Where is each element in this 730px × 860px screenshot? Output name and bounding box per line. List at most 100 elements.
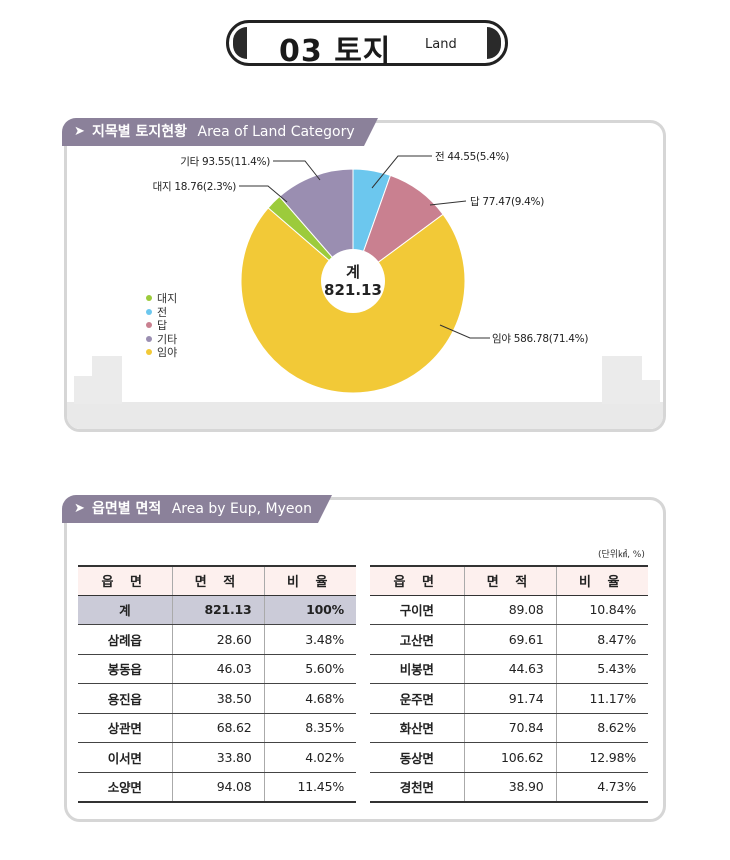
cell-ratio: 4.73%: [555, 772, 648, 803]
cell-area: 44.63: [463, 654, 556, 684]
header-area: 면 적: [463, 565, 556, 596]
table-row: 용진읍 38.50 4.68%: [78, 683, 356, 714]
cell-eupmyeon: 화산면: [370, 713, 464, 743]
table-header-row: 읍 면 면 적 비 율: [370, 565, 648, 596]
legend-label: 대지: [157, 292, 178, 305]
cell-ratio: 4.02%: [263, 742, 356, 773]
cell-eupmyeon: 봉동읍: [78, 654, 172, 684]
building-decoration: [92, 356, 122, 404]
area-title-en: Area by Eup, Myeon: [171, 501, 312, 517]
cell-area: 28.60: [171, 624, 264, 655]
title-cap-right: [487, 27, 501, 59]
city-ground-decoration: [67, 402, 663, 429]
cell-area: 821.13: [171, 595, 264, 625]
legend-item: 임야: [146, 346, 177, 360]
land-category-title-en: Area of Land Category: [197, 124, 355, 140]
table-row: 고산면 69.61 8.47%: [370, 624, 648, 655]
section-title-pill: 03 토지 Land: [226, 20, 508, 69]
pie-center-label: 계: [346, 263, 360, 281]
cell-area: 38.50: [171, 683, 264, 714]
cell-area: 91.74: [463, 683, 556, 714]
section-title: 03 토지: [279, 34, 392, 69]
pie-center-value: 821.13: [324, 281, 382, 299]
area-title-kr: 읍면별 면적: [92, 501, 162, 517]
section-subtitle: Land: [425, 37, 457, 52]
land-category-tab: ➤ 지목별 토지현황 Area of Land Category: [62, 118, 378, 146]
pie-slice: [278, 168, 354, 283]
slice-data-label: 전 44.55(5.4%): [435, 151, 509, 163]
legend-swatch: [146, 349, 152, 355]
cell-area: 38.90: [463, 772, 556, 803]
header-eupmyeon: 읍 면: [78, 565, 172, 596]
cell-ratio: 11.17%: [555, 683, 648, 714]
cell-eupmyeon: 구이면: [370, 595, 464, 625]
cell-eupmyeon: 이서면: [78, 742, 172, 773]
table-header-row: 읍 면 면 적 비 율: [78, 565, 356, 596]
cell-ratio: 11.45%: [263, 772, 356, 803]
cell-ratio: 4.68%: [263, 683, 356, 714]
slice-data-label: 답 77.47(9.4%): [470, 196, 544, 208]
cell-area: 46.03: [171, 654, 264, 684]
cell-area: 70.84: [463, 713, 556, 743]
building-decoration: [602, 356, 642, 404]
building-decoration: [640, 380, 660, 404]
legend-label: 전: [157, 305, 168, 319]
legend-swatch: [146, 295, 152, 301]
table-row: 구이면 89.08 10.84%: [370, 595, 648, 625]
leader-line: [439, 324, 490, 339]
total-row: 계 821.13 100%: [78, 595, 356, 625]
cell-eupmyeon: 삼례읍: [78, 624, 172, 655]
title-cap-left: [233, 27, 247, 59]
slice-data-label: 대지 18.76(2.3%): [153, 181, 237, 193]
cell-ratio: 12.98%: [555, 742, 648, 773]
header-area: 면 적: [171, 565, 264, 596]
legend-swatch: [146, 308, 152, 315]
leader-line: [239, 185, 288, 203]
header-eupmyeon: 읍 면: [370, 565, 464, 596]
table-row: 소양면 94.08 11.45%: [78, 772, 356, 803]
table-row: 이서면 33.80 4.02%: [78, 742, 356, 773]
slice-data-label: 임야 586.78(71.4%): [492, 332, 588, 345]
land-category-title-kr: 지목별 토지현황: [92, 124, 188, 140]
cell-eupmyeon: 고산면: [370, 624, 464, 655]
cell-eupmyeon: 운주면: [370, 683, 464, 714]
pie-legend: 대지 전 답 기타 임야: [146, 292, 177, 360]
leader-line: [429, 200, 467, 206]
leader-line: [371, 155, 432, 189]
cell-ratio: 5.43%: [555, 654, 648, 684]
legend-swatch: [146, 335, 152, 342]
legend-swatch: [146, 322, 152, 328]
table-row: 경천면 38.90 4.73%: [370, 772, 648, 803]
slice-data-label: 기타 93.55(11.4%): [180, 156, 270, 168]
navigation-arrow-icon: ➤: [74, 124, 85, 139]
cell-eupmyeon: 동상면: [370, 742, 464, 773]
cell-ratio: 8.62%: [555, 713, 648, 743]
cell-eupmyeon: 용진읍: [78, 683, 172, 714]
unit-note: (단위㎢, %): [598, 550, 645, 560]
table-row: 비봉면 44.63 5.43%: [370, 654, 648, 684]
table-row: 운주면 91.74 11.17%: [370, 683, 648, 714]
navigation-arrow-icon: ➤: [74, 501, 85, 516]
legend-item: 답: [146, 319, 177, 333]
table-row: 화산면 70.84 8.62%: [370, 713, 648, 743]
area-table-left: 읍 면 면 적 비 율 계 821.13 100% 삼례읍 28.60 3.48% 봉동읍 4…: [78, 565, 356, 803]
cell-area: 94.08: [171, 772, 264, 803]
cell-ratio: 10.84%: [555, 595, 648, 625]
legend-label: 답: [157, 319, 168, 332]
table-row: 봉동읍 46.03 5.60%: [78, 654, 356, 684]
cell-ratio: 8.47%: [555, 624, 648, 655]
cell-eupmyeon: 계: [78, 595, 172, 625]
donut-hole: [321, 249, 385, 313]
area-by-eup-myeon-tab: ➤ 읍면별 면적 Area by Eup, Myeon: [62, 495, 332, 523]
cell-area: 89.08: [463, 595, 556, 625]
leader-line: [273, 160, 321, 181]
cell-ratio: 3.48%: [263, 624, 356, 655]
area-table-right: 읍 면 면 적 비 율 구이면 89.08 10.84% 고산면 69.61 8.47% 비…: [370, 565, 648, 803]
table-row: 삼례읍 28.60 3.48%: [78, 624, 356, 655]
cell-eupmyeon: 비봉면: [370, 654, 464, 684]
cell-ratio: 5.60%: [263, 654, 356, 684]
cell-eupmyeon: 상관면: [78, 713, 172, 743]
table-row: 동상면 106.62 12.98%: [370, 742, 648, 773]
cell-area: 106.62: [463, 742, 556, 773]
